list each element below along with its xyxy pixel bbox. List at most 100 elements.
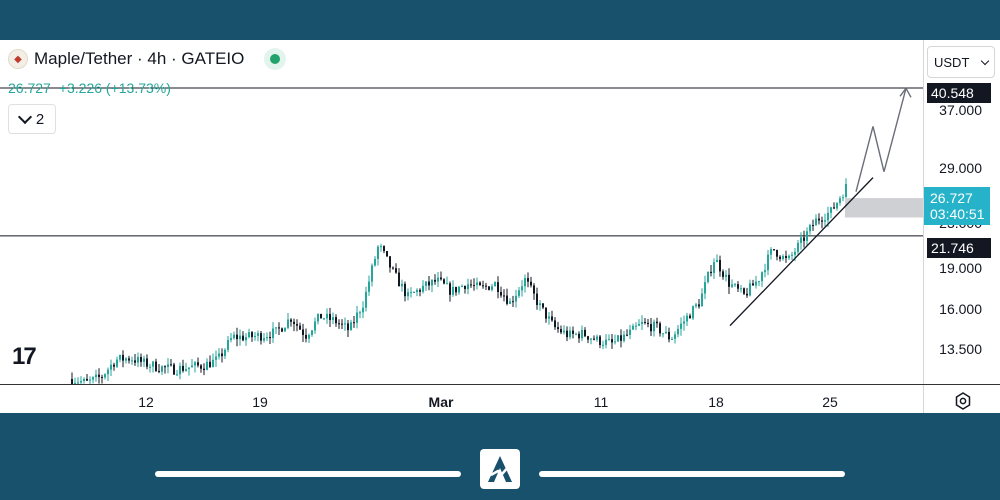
x-tick-label: 18 [708, 394, 724, 410]
candle [269, 331, 271, 345]
candle [599, 335, 601, 349]
candle [338, 319, 340, 329]
candle [374, 256, 376, 267]
candle [566, 326, 568, 342]
candle [125, 357, 127, 364]
chevron-down-icon [17, 109, 32, 125]
candle [725, 270, 727, 282]
candle [296, 319, 298, 332]
candle [290, 318, 292, 327]
candle [713, 258, 715, 280]
candle [560, 325, 562, 335]
symbol-title: Maple/Tether · 4h · GATEIO [34, 49, 245, 68]
tradingview-logo-icon[interactable]: 17 [12, 343, 37, 370]
candle [134, 354, 136, 366]
candle [389, 256, 391, 273]
candle [299, 322, 301, 330]
candle [413, 291, 415, 294]
candle [164, 365, 166, 374]
candle [407, 288, 409, 301]
candle [260, 330, 262, 345]
candle [665, 326, 667, 334]
candle [551, 310, 553, 322]
candle [689, 313, 691, 319]
settings-icon[interactable] [954, 392, 972, 410]
candle [770, 247, 772, 260]
candle [635, 322, 637, 331]
candle [605, 334, 607, 349]
candle [698, 299, 700, 309]
candle [647, 318, 649, 328]
time-axis[interactable] [0, 384, 923, 413]
candle [458, 285, 460, 295]
candle [545, 307, 547, 323]
support-price-label: 21.746 [927, 238, 991, 258]
candle [71, 372, 73, 384]
candle [197, 357, 199, 368]
candle [803, 230, 805, 248]
candle [311, 329, 313, 337]
candle [461, 284, 463, 288]
candle [446, 276, 448, 285]
candle [155, 358, 157, 373]
candle [317, 313, 319, 325]
candle [590, 337, 592, 345]
candle [818, 213, 820, 225]
candle [542, 303, 544, 310]
candle [452, 280, 454, 297]
candle [287, 312, 289, 330]
price-axis[interactable] [923, 40, 1000, 413]
symbol-header[interactable]: ◆ Maple/Tether · 4h · GATEIO [8, 48, 287, 70]
candle [503, 289, 505, 302]
candle [617, 335, 619, 343]
candle [215, 350, 217, 367]
currency-select[interactable]: USDT [927, 46, 995, 78]
candle [278, 322, 280, 335]
candle [116, 356, 118, 369]
candle [404, 281, 406, 302]
candle [179, 362, 181, 380]
candle [95, 369, 97, 382]
candle [728, 268, 730, 295]
candle [284, 327, 286, 332]
candle [707, 271, 709, 284]
x-tick-label: 19 [252, 394, 268, 410]
candle [149, 363, 151, 373]
current-price-value: 26.727 [930, 190, 973, 206]
candle [506, 288, 508, 306]
candle [401, 279, 403, 292]
candle [569, 326, 571, 340]
candle [704, 275, 706, 300]
candle [341, 319, 343, 330]
indicators-collapse-button[interactable]: 2 [8, 104, 56, 134]
candle [680, 317, 682, 336]
candle [107, 367, 109, 381]
price-chart[interactable] [0, 40, 923, 384]
candle [800, 232, 802, 250]
candle [812, 219, 814, 231]
candle [152, 360, 154, 373]
candle [581, 325, 583, 342]
candle [836, 202, 838, 211]
candle [257, 330, 259, 342]
candle [527, 272, 529, 288]
x-tick-label: Mar [428, 394, 454, 410]
candle [806, 227, 808, 246]
candle [80, 376, 82, 384]
candle [173, 362, 175, 376]
candle [767, 249, 769, 276]
candle [212, 353, 214, 368]
candle [119, 354, 121, 363]
candle [668, 327, 670, 343]
candle [602, 340, 604, 350]
candle [368, 275, 370, 296]
candle [659, 321, 661, 337]
x-tick-label: 12 [138, 394, 154, 410]
candle [356, 305, 358, 329]
candle [350, 319, 352, 331]
candle [779, 255, 781, 262]
candle [578, 331, 580, 343]
candle [614, 334, 616, 345]
candle [512, 295, 514, 308]
candle [476, 277, 478, 290]
